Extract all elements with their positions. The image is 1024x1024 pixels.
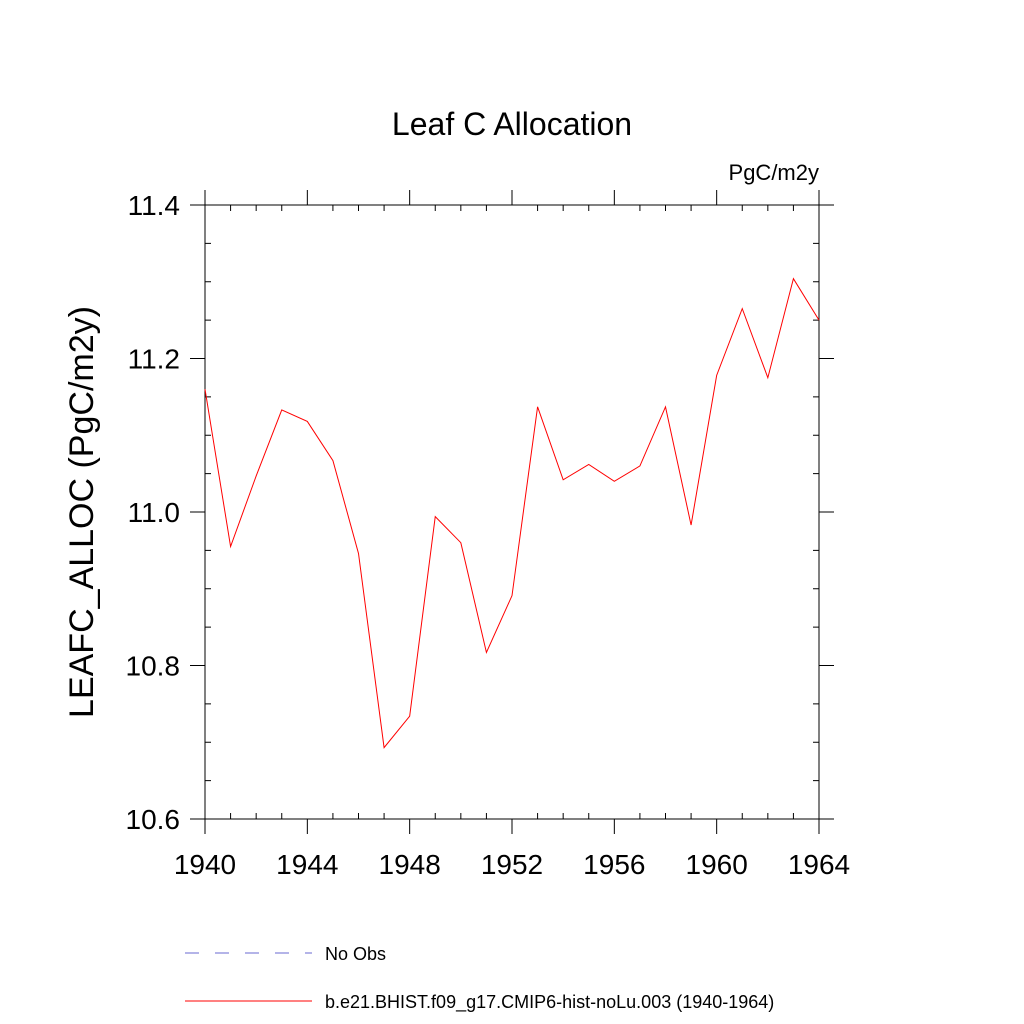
axis-tick-labels: 1940 1944 1948 1952 1956 1960 1964 10.6 10.8 11.0… [126, 190, 851, 880]
x-tick-label: 1960 [686, 849, 748, 880]
x-tick-label: 1952 [481, 849, 543, 880]
y-tick-label: 11.0 [128, 497, 180, 528]
series-line [204, 277, 820, 749]
x-tick-label: 1948 [379, 849, 441, 880]
series-layer [204, 277, 820, 749]
x-tick-label: 1956 [583, 849, 645, 880]
plot-frame [204, 204, 820, 820]
x-tick-label: 1940 [174, 849, 236, 880]
y-tick-label: 10.6 [126, 804, 181, 835]
legend-label-no-obs: No Obs [325, 944, 386, 964]
y-tick-label: 11.2 [128, 344, 180, 375]
x-tick-label: 1964 [788, 849, 850, 880]
y-tick-label: 11.4 [128, 190, 180, 221]
chart-title: Leaf C Allocation [392, 106, 632, 142]
y-axis-label: LEAFC_ALLOC (PgC/m2y) [63, 306, 101, 718]
y-tick-label: 10.8 [126, 651, 181, 682]
x-tick-label: 1944 [276, 849, 338, 880]
axis-ticks [190, 190, 834, 834]
legend-label-series: b.e21.BHIST.f09_g17.CMIP6-hist-noLu.003 … [325, 992, 774, 1013]
units-label: PgC/m2y [729, 160, 819, 185]
legend: No Obs b.e21.BHIST.f09_g17.CMIP6-hist-no… [185, 944, 774, 1013]
